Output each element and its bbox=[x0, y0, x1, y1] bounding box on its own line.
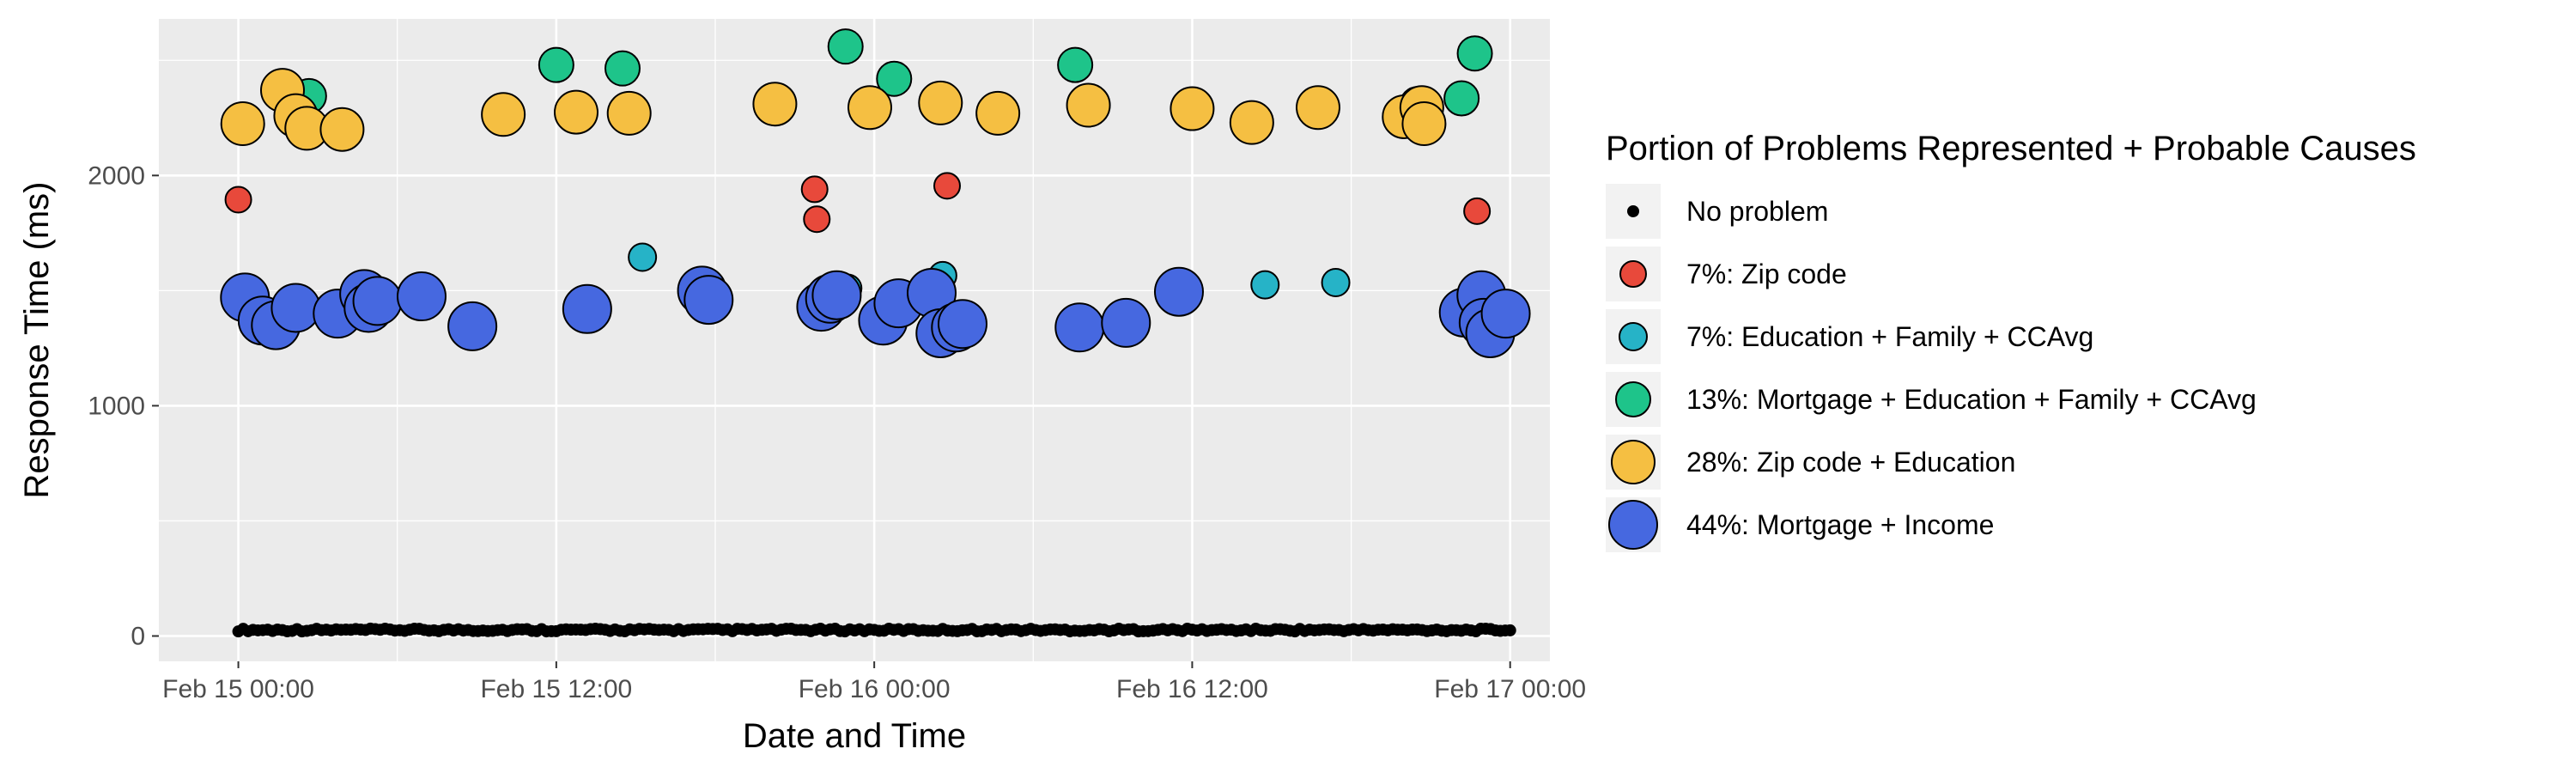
legend-key-symbol bbox=[1608, 500, 1658, 550]
data-point-series-3 bbox=[1443, 80, 1480, 117]
data-point-series-4 bbox=[1066, 82, 1111, 128]
data-point-series-4 bbox=[606, 90, 652, 136]
y-tick-label: 1000 bbox=[88, 392, 145, 420]
data-point-series-4 bbox=[481, 92, 526, 137]
data-point-series-5 bbox=[397, 271, 447, 322]
x-tick-label: Feb 16 12:00 bbox=[1116, 675, 1268, 703]
data-point-series-5 bbox=[938, 299, 987, 350]
data-point-series-4 bbox=[752, 82, 798, 127]
data-point-series-2 bbox=[1321, 267, 1351, 297]
legend-key-symbol bbox=[1619, 322, 1648, 351]
data-point-series-4 bbox=[1170, 86, 1215, 131]
data-point-series-2 bbox=[628, 242, 658, 272]
data-point-series-4 bbox=[848, 85, 892, 131]
data-point-series-3 bbox=[605, 50, 641, 87]
y-tick-label: 2000 bbox=[88, 161, 145, 190]
legend-entry-label: 28%: Zip code + Education bbox=[1686, 447, 2015, 478]
data-point-series-5 bbox=[1154, 266, 1204, 317]
legend-key-symbol bbox=[1611, 440, 1656, 484]
data-point-series-1 bbox=[1463, 197, 1492, 225]
y-axis-title: Response Time (ms) bbox=[18, 182, 56, 499]
data-point-series-4 bbox=[1229, 100, 1274, 145]
data-point-series-3 bbox=[538, 46, 574, 83]
data-point-series-4 bbox=[220, 100, 265, 146]
data-point-series-4 bbox=[554, 89, 598, 135]
data-point-series-5 bbox=[683, 275, 734, 326]
data-point-series-5 bbox=[1101, 297, 1151, 348]
x-tick-label: Feb 16 00:00 bbox=[799, 675, 951, 703]
x-axis-title: Date and Time bbox=[743, 717, 966, 755]
data-point-series-4 bbox=[918, 80, 963, 125]
data-point-series-2 bbox=[1250, 270, 1280, 300]
data-point-series-4 bbox=[1401, 100, 1447, 146]
legend-entry-label: 7%: Education + Family + CCAvg bbox=[1686, 321, 2093, 352]
data-point-series-4 bbox=[1296, 85, 1340, 131]
axes: Feb 15 00:00 Feb 15 12:00 Feb 16 00:00 Feb … bbox=[88, 161, 1586, 703]
data-point-series-3 bbox=[1456, 35, 1493, 72]
legend: Portion of Problems Represented + Probab… bbox=[1606, 130, 2416, 552]
legend-key-symbol bbox=[1615, 381, 1651, 417]
x-tick-label: Feb 15 12:00 bbox=[480, 675, 632, 703]
legend-entry-label: 13%: Mortgage + Education + Family + CCA… bbox=[1686, 384, 2257, 415]
data-point-series-5 bbox=[811, 270, 862, 320]
data-point-series-5 bbox=[1480, 289, 1531, 339]
data-point-series-1 bbox=[224, 186, 252, 214]
y-tick-label: 0 bbox=[131, 623, 145, 651]
data-point-series-5 bbox=[562, 283, 612, 334]
data-point-series-4 bbox=[319, 107, 365, 152]
x-tick-label: Feb 17 00:00 bbox=[1434, 675, 1586, 703]
legend-title: Portion of Problems Represented + Probab… bbox=[1606, 130, 2416, 167]
data-point-series-5 bbox=[1054, 302, 1105, 353]
data-point-series-3 bbox=[876, 60, 913, 97]
legend-entry-label: 7%: Zip code bbox=[1686, 259, 1847, 289]
data-point-series-5 bbox=[270, 283, 321, 333]
legend-key-symbol bbox=[1627, 205, 1639, 217]
legend-key-symbol bbox=[1619, 260, 1647, 288]
data-point-series-5 bbox=[447, 301, 498, 351]
data-point-series-1 bbox=[933, 172, 961, 200]
x-tick-label: Feb 15 00:00 bbox=[162, 675, 314, 703]
data-point-series-1 bbox=[803, 205, 831, 234]
data-point-series-1 bbox=[800, 175, 829, 204]
data-point-series-5 bbox=[352, 276, 403, 326]
data-points bbox=[220, 28, 1531, 638]
data-point-series-3 bbox=[827, 28, 864, 65]
no-problem-point bbox=[1504, 624, 1516, 636]
legend-entry-label: 44%: Mortgage + Income bbox=[1686, 509, 1994, 540]
data-point-series-3 bbox=[1057, 46, 1094, 83]
legend-entry-label: No problem bbox=[1686, 196, 1828, 227]
data-point-series-4 bbox=[975, 90, 1021, 136]
